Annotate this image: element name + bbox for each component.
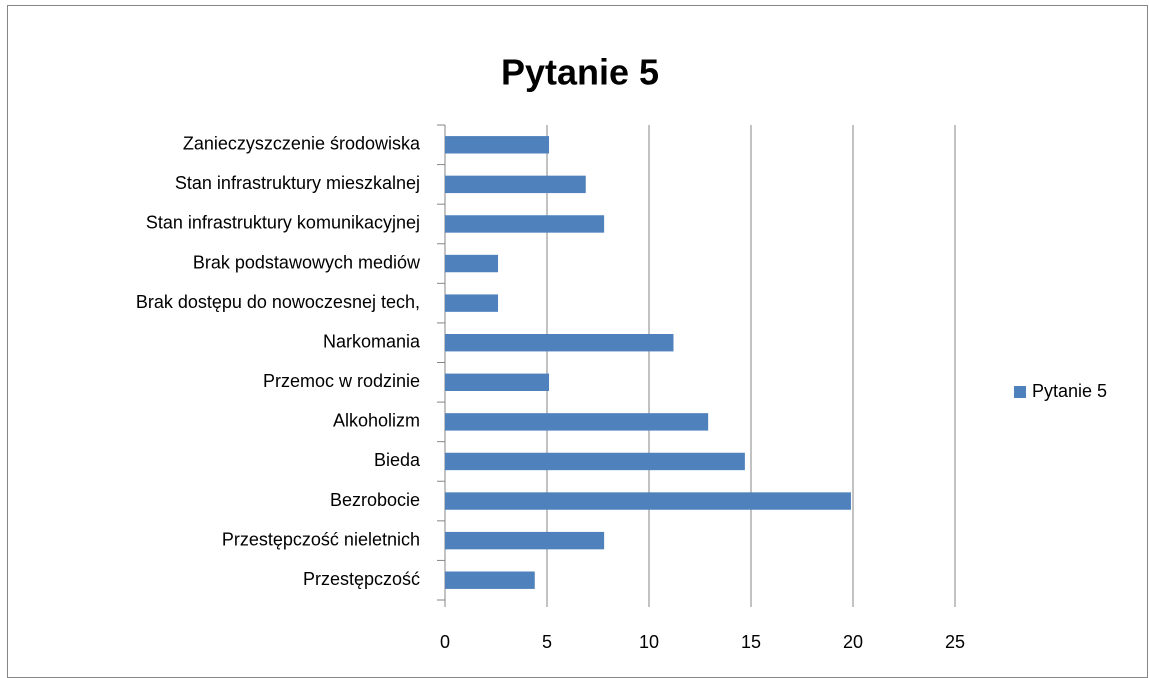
chart-title: Pytanie 5 xyxy=(501,52,659,93)
y-tick-label: Brak dostępu do nowoczesnej tech, xyxy=(136,292,420,312)
bar xyxy=(445,373,550,391)
bar xyxy=(445,452,745,471)
y-tick-label: Brak podstawowych mediów xyxy=(193,252,421,272)
bar xyxy=(445,334,674,352)
bar xyxy=(445,136,550,154)
y-tick-label: Zanieczyszczenie środowiska xyxy=(183,134,421,154)
bar xyxy=(445,492,851,510)
bar xyxy=(445,531,605,550)
y-tick-label: Stan infrastruktury mieszkalnej xyxy=(175,173,420,193)
x-tick-label: 25 xyxy=(945,632,965,652)
y-tick-label: Przestępczość xyxy=(303,569,420,589)
bar xyxy=(445,294,499,312)
y-tick-label: Bieda xyxy=(374,450,421,470)
bar xyxy=(445,571,535,589)
x-tick-label: 15 xyxy=(741,632,761,652)
bar xyxy=(445,215,605,233)
x-tick-label: 5 xyxy=(542,632,552,652)
x-tick-label: 10 xyxy=(639,632,659,652)
bar xyxy=(445,175,586,194)
bar xyxy=(445,254,499,273)
y-tick-label: Stan infrastruktury komunikacyjnej xyxy=(146,213,420,233)
y-tick-label: Przemoc w rodzinie xyxy=(263,371,420,391)
legend-swatch xyxy=(1014,386,1026,398)
y-tick-label: Przestępczość nieletnich xyxy=(222,529,420,549)
y-tick-label: Bezrobocie xyxy=(330,490,420,510)
y-tick-label: Alkoholizm xyxy=(333,411,420,431)
legend-label: Pytanie 5 xyxy=(1032,381,1107,401)
y-tick-label: Narkomania xyxy=(323,331,421,351)
bar xyxy=(445,413,709,431)
x-tick-label: 0 xyxy=(440,632,450,652)
x-tick-label: 20 xyxy=(843,632,863,652)
